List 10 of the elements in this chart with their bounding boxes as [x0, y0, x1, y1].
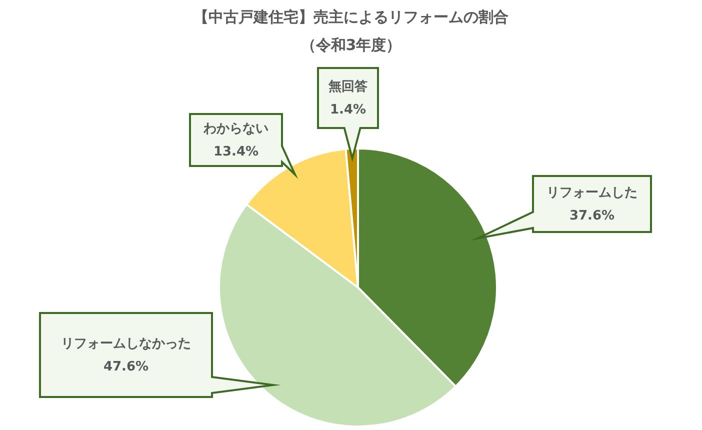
- data-label: 13.4%: [213, 144, 259, 160]
- slice-label: リフォームした: [546, 185, 638, 200]
- data-label: 1.4%: [330, 102, 366, 118]
- data-label: 37.6%: [569, 208, 615, 224]
- slice-label: 無回答: [328, 79, 368, 94]
- chart-subtitle: （令和3年度）: [300, 36, 402, 54]
- data-label: 47.6%: [103, 359, 149, 374]
- chart-title: 【中古戸建住宅】売主によるリフォームの割合: [194, 8, 508, 26]
- slice-label: わからない: [202, 121, 268, 136]
- slice-label: リフォームしなかった: [61, 336, 191, 352]
